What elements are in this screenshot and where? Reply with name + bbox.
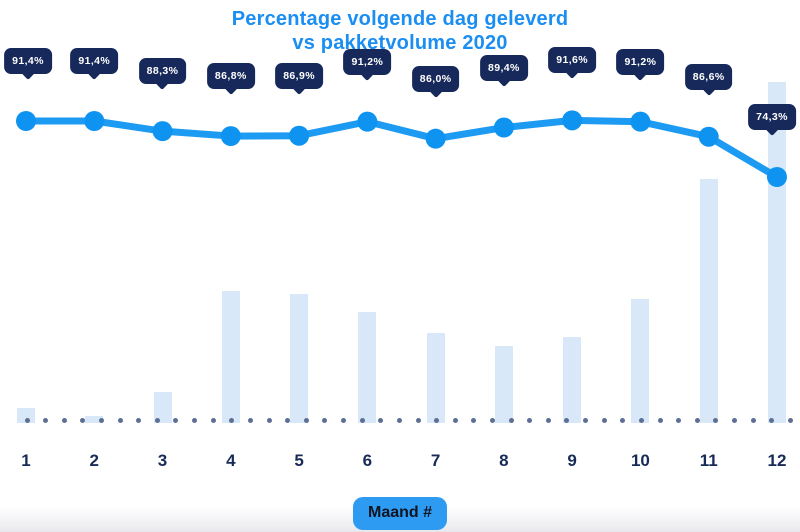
volume-bar-month-5 xyxy=(290,294,309,423)
baseline-dot xyxy=(732,417,738,423)
month-axis-button[interactable]: Maand # xyxy=(352,497,448,530)
baseline-dot xyxy=(508,417,514,423)
line-point-month-12 xyxy=(766,167,787,188)
baseline-dot xyxy=(80,417,86,423)
month-label-2: 2 xyxy=(89,451,99,470)
pct-badge-month-10: 91,2% xyxy=(616,48,665,75)
baseline-dot xyxy=(192,417,198,423)
baseline-dot xyxy=(657,417,663,423)
baseline-dot xyxy=(620,417,626,423)
line-point-month-2 xyxy=(84,111,105,131)
baseline-dot xyxy=(285,417,291,423)
baseline-dot xyxy=(210,417,216,423)
baseline-dot xyxy=(490,417,495,423)
baseline-dot xyxy=(787,417,793,423)
baseline-dot xyxy=(434,417,440,423)
month-label-11: 11 xyxy=(699,451,718,470)
baseline-dot xyxy=(452,417,458,423)
baseline-dot xyxy=(359,417,365,423)
pct-badge-month-3: 88,3% xyxy=(138,58,187,85)
baseline-dot xyxy=(545,417,551,423)
volume-bar-month-1 xyxy=(17,407,35,423)
baseline-dot xyxy=(638,417,644,423)
pct-badge-month-12: 74,3% xyxy=(748,104,796,130)
baseline-dot xyxy=(527,417,533,423)
month-label-10: 10 xyxy=(630,451,650,470)
pct-badge-month-4: 86,8% xyxy=(206,63,255,90)
volume-bar-month-7 xyxy=(426,332,445,423)
month-label-7: 7 xyxy=(430,451,441,470)
line-point-month-4 xyxy=(220,126,241,147)
volume-bar-month-9 xyxy=(563,337,582,423)
line-point-month-1 xyxy=(16,111,36,131)
baseline-dot xyxy=(229,417,235,423)
pct-badge-month-2: 91,4% xyxy=(70,48,119,74)
month-label-6: 6 xyxy=(362,451,373,470)
volume-bar-month-3 xyxy=(153,391,172,423)
volume-bar-month-10 xyxy=(631,298,650,423)
baseline-dot xyxy=(154,417,160,423)
volume-bar-month-12 xyxy=(767,82,786,423)
baseline-dot xyxy=(173,417,179,423)
trend-line xyxy=(22,116,781,181)
baseline-dot xyxy=(769,417,775,423)
line-point-month-5 xyxy=(289,125,310,146)
volume-bar-month-2 xyxy=(85,415,104,423)
pct-badge-month-11: 86,6% xyxy=(684,63,733,90)
baseline-dot xyxy=(676,417,682,423)
baseline-dot xyxy=(564,417,570,423)
baseline-dot xyxy=(303,417,309,423)
chart-title-line1: Percentage volgende dag geleverd xyxy=(231,8,569,30)
volume-bar-month-8 xyxy=(494,345,513,423)
volume-bar-month-11 xyxy=(699,178,718,423)
month-label-1: 1 xyxy=(21,451,31,470)
baseline-dot xyxy=(396,417,402,423)
pct-badge-month-6: 91,2% xyxy=(343,48,392,75)
line-point-month-6 xyxy=(357,111,378,132)
baseline-dot xyxy=(378,417,384,423)
baseline-dot xyxy=(136,417,142,423)
month-label-5: 5 xyxy=(294,451,304,470)
line-point-month-7 xyxy=(425,128,446,149)
volume-bar-month-6 xyxy=(358,311,377,423)
baseline-dot xyxy=(713,417,719,423)
baseline-dot xyxy=(266,417,272,423)
line-point-month-11 xyxy=(698,126,719,147)
baseline-dot xyxy=(341,417,347,423)
pct-badge-month-7: 86,0% xyxy=(411,65,460,92)
month-label-3: 3 xyxy=(157,451,168,470)
baseline-dot xyxy=(247,417,253,423)
baseline-dot xyxy=(61,417,67,423)
line-point-month-8 xyxy=(493,117,514,138)
month-label-12: 12 xyxy=(767,451,787,470)
baseline-dot xyxy=(415,417,421,423)
baseline-dot xyxy=(322,417,328,423)
baseline-dot xyxy=(117,417,123,423)
pct-badge-month-9: 91,6% xyxy=(548,47,597,74)
pct-badge-month-5: 86,9% xyxy=(275,62,323,89)
baseline-dot xyxy=(24,417,30,423)
baseline-dot xyxy=(43,417,49,423)
baseline-dot xyxy=(750,417,756,423)
month-label-4: 4 xyxy=(226,451,236,470)
pct-badge-month-8: 89,4% xyxy=(479,54,528,81)
baseline-dot xyxy=(601,417,607,423)
line-point-month-9 xyxy=(562,110,583,131)
line-point-month-3 xyxy=(152,121,173,142)
month-label-9: 9 xyxy=(567,451,577,470)
baseline-dot xyxy=(694,417,700,423)
volume-bar-month-4 xyxy=(221,291,240,423)
month-label-8: 8 xyxy=(499,451,509,470)
chart-title: Percentage volgende dag geleverd vs pakk… xyxy=(0,7,800,55)
line-point-month-10 xyxy=(630,111,651,132)
baseline-dot xyxy=(98,417,104,423)
baseline-dot xyxy=(471,417,477,423)
baseline-dot xyxy=(583,417,589,423)
pct-badge-month-1: 91,4% xyxy=(4,48,52,74)
